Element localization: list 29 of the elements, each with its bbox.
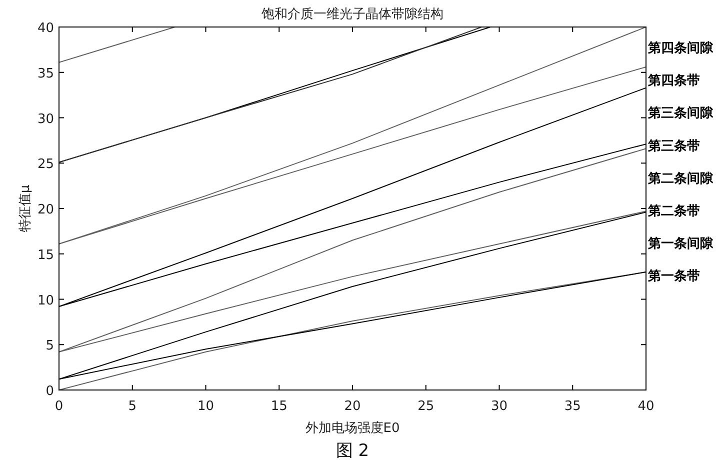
x-tick-label: 30 bbox=[490, 399, 508, 414]
text: 第三条带 bbox=[647, 138, 700, 154]
text: 第三条间隙 bbox=[647, 106, 714, 122]
x-tick-label: 15 bbox=[270, 399, 288, 414]
y-tick-label: 25 bbox=[37, 157, 54, 172]
chart-title: 饱和介质一维光子晶体带隙结构 bbox=[260, 7, 444, 22]
text: 第二条带 bbox=[647, 204, 700, 219]
x-axis-title: 外加电场强度E0 bbox=[305, 420, 400, 436]
x-tick-label: 10 bbox=[197, 399, 214, 414]
x-tick-label: 5 bbox=[128, 399, 137, 414]
text: 第一条带 bbox=[647, 269, 700, 284]
text: 第一条间隙 bbox=[647, 236, 714, 252]
y-tick-label: 20 bbox=[37, 202, 54, 218]
x-tick-label: 20 bbox=[344, 399, 361, 414]
y-tick-label: 40 bbox=[37, 21, 54, 36]
x-tick-label: 35 bbox=[564, 399, 581, 414]
y-axis-title: 特征值μ bbox=[18, 184, 33, 232]
text: 第二条间隙 bbox=[647, 171, 714, 186]
x-tick-label: 40 bbox=[638, 399, 654, 414]
text: 第四条带 bbox=[647, 74, 700, 89]
y-tick-label: 5 bbox=[46, 338, 54, 354]
y-tick-label: 35 bbox=[37, 66, 54, 82]
caption: 图 2 bbox=[336, 441, 370, 461]
y-tick-label: 30 bbox=[37, 112, 54, 127]
x-tick-label: 25 bbox=[418, 399, 434, 414]
y-tick-label: 15 bbox=[37, 248, 54, 263]
text: 第四条间隙 bbox=[647, 41, 714, 56]
y-tick-label: 10 bbox=[37, 293, 54, 308]
y-tick-label: 0 bbox=[46, 384, 54, 399]
